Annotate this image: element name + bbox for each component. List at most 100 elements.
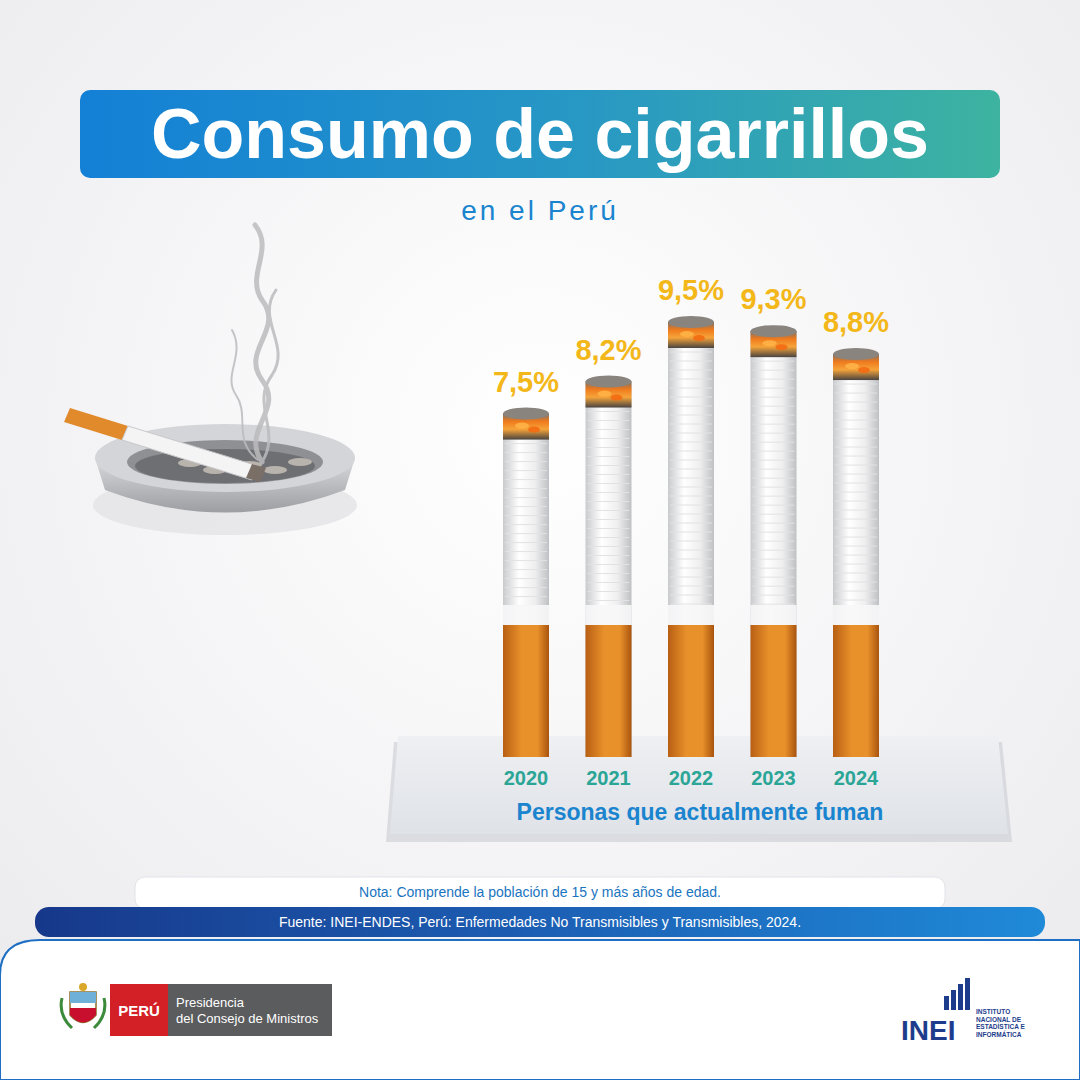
paper-line [753, 388, 795, 389]
ash-top [833, 348, 879, 360]
paper-line [670, 352, 712, 353]
crest [79, 983, 87, 991]
paper-line [505, 506, 547, 507]
filter [751, 625, 797, 757]
ash-top [668, 316, 714, 328]
smoke-path [262, 290, 278, 462]
smoke [231, 225, 278, 462]
paper-line [670, 361, 712, 362]
ashtray-cig-tip [246, 464, 266, 482]
ember [693, 335, 705, 341]
paper-line [505, 587, 547, 588]
inei-step [951, 990, 956, 1010]
paper-line [753, 595, 795, 596]
paper-line [670, 424, 712, 425]
ash-top [503, 408, 549, 420]
inei-step [944, 996, 949, 1010]
data-label: 9,5% [658, 274, 724, 306]
chart-root: Consumo de cigarrillosen el Perú7,5%8,2%… [0, 0, 1080, 1080]
ashtray-cig-filter [64, 408, 128, 440]
data-label: 9,3% [740, 283, 806, 315]
paper-line [588, 519, 630, 520]
paper-line [670, 388, 712, 389]
paper-line [753, 604, 795, 605]
paper-line [670, 550, 712, 551]
paper-line [505, 533, 547, 534]
paper-line [670, 541, 712, 542]
paper-line [670, 604, 712, 605]
tipping-band [503, 605, 549, 625]
bar [668, 322, 714, 757]
bar [751, 331, 797, 757]
paper-line [835, 501, 877, 502]
paper-line [835, 483, 877, 484]
filter [668, 625, 714, 757]
paper-line [835, 546, 877, 547]
paper-line [753, 568, 795, 569]
cigarette [586, 376, 632, 757]
paper-line [670, 415, 712, 416]
paper-line [505, 596, 547, 597]
paper-line [835, 438, 877, 439]
paper-line [588, 573, 630, 574]
paper-line [835, 510, 877, 511]
pcm-box [168, 984, 332, 1036]
paper-line [835, 519, 877, 520]
ember [528, 427, 540, 433]
paper-line [670, 559, 712, 560]
paper-line [835, 447, 877, 448]
note-box [135, 877, 945, 909]
paper-line [835, 411, 877, 412]
paper-line [588, 438, 630, 439]
source-bar [35, 907, 1045, 937]
ashtray [64, 225, 357, 535]
paper-line [588, 501, 630, 502]
paper-line [588, 564, 630, 565]
paper-line [753, 586, 795, 587]
paper-line [753, 415, 795, 416]
paper-line [753, 370, 795, 371]
paper-line [670, 397, 712, 398]
ashtray-rim [95, 424, 355, 492]
paper-line [753, 361, 795, 362]
paper-line [670, 379, 712, 380]
paper-line [588, 546, 630, 547]
paper-line [753, 541, 795, 542]
ember [845, 363, 859, 369]
inei-name: INFORMÁTICA [976, 1030, 1022, 1038]
paper-line [835, 528, 877, 529]
paper-line [505, 578, 547, 579]
paper-line [588, 537, 630, 538]
paper-line [505, 488, 547, 489]
paper-line [588, 510, 630, 511]
inei-icon [944, 978, 970, 1010]
paper-line [835, 591, 877, 592]
tipping-band [586, 605, 632, 625]
ember [763, 340, 777, 346]
inei-text: INEI [901, 1015, 955, 1046]
paper-line [670, 406, 712, 407]
paper-line [670, 496, 712, 497]
bar [833, 354, 879, 757]
pcm-text: Presidencia [176, 995, 245, 1010]
cigarette [751, 325, 797, 757]
paper-line [588, 447, 630, 448]
x-tick-label: 2024 [834, 767, 879, 789]
ashtray-cig-paper [122, 426, 258, 480]
cigarette [833, 348, 879, 757]
filter [503, 625, 549, 757]
cigarette [668, 316, 714, 757]
paper-line [753, 469, 795, 470]
ember [776, 344, 788, 350]
paper-line [835, 573, 877, 574]
paper-line [670, 370, 712, 371]
paper-line [753, 451, 795, 452]
paper-line [753, 433, 795, 434]
source: Fuente: INEI-ENDES, Perú: Enfermedades N… [279, 914, 801, 930]
paper-line [670, 586, 712, 587]
paper-line [753, 514, 795, 515]
paper-line [753, 496, 795, 497]
paper-line [670, 532, 712, 533]
paper-line [505, 515, 547, 516]
ember [858, 367, 870, 373]
